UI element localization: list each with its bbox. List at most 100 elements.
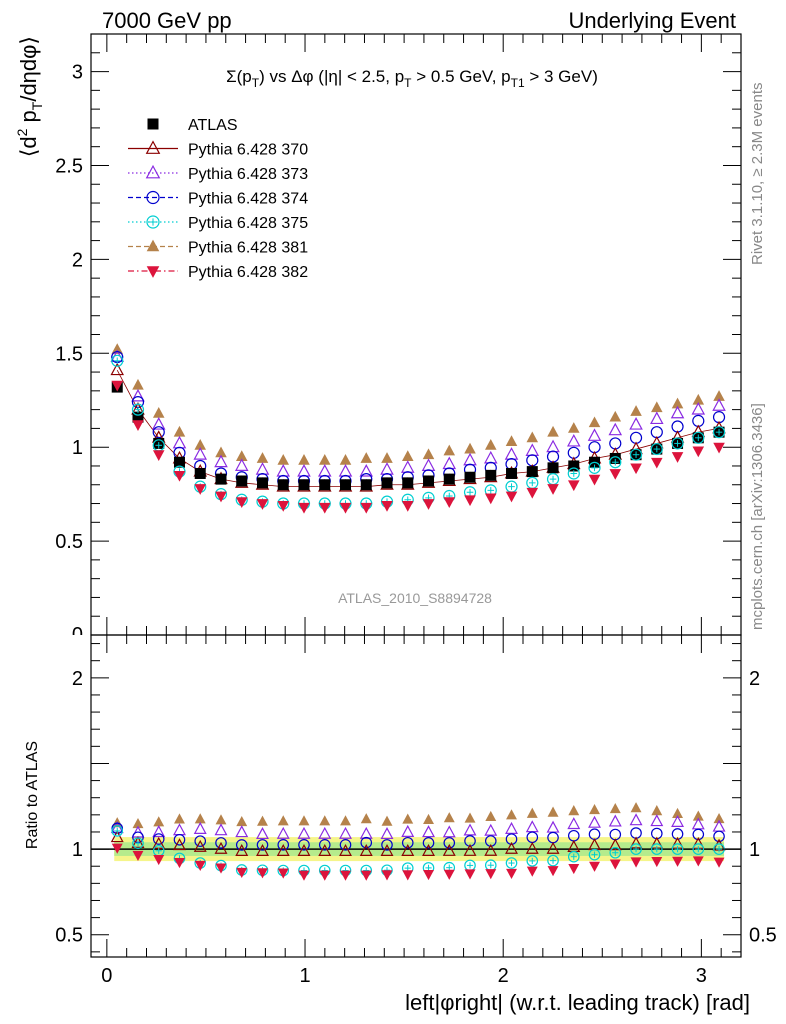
data-point [546,439,560,453]
ratio-point [589,861,600,872]
ratio-point [132,850,144,861]
data-point [276,464,291,477]
data-point [692,393,705,405]
data-point [526,431,539,443]
ratio-point [401,824,415,837]
data-point [485,469,497,481]
main-title: Σ(pT) vs Δφ (|η| < 2.5, pT > 0.5 GeV, pT… [226,67,598,90]
data-point [235,497,248,508]
ratio-point [463,823,477,836]
ratio-point [630,857,642,868]
data-point [609,456,622,469]
ratio-point [609,846,622,859]
ratio-point [402,813,414,824]
y-tick-label: 2.5 [55,155,83,177]
data-point [317,464,332,477]
legend-label: ATLAS [188,117,238,134]
data-point [484,493,497,505]
x-tick-label: 3 [696,965,707,987]
ratio-point [609,803,621,814]
data-point [214,454,228,468]
ratio-point [193,839,207,852]
data-point [464,471,476,483]
ratio-point [257,868,268,879]
data-point [318,502,331,514]
ratio-point [236,815,248,827]
ratio-point [671,814,685,827]
y-tick-label: 1 [72,437,83,459]
ratio-point [526,807,538,818]
ratio-point [111,843,123,854]
ratio-point [194,813,206,824]
data-point [504,447,519,460]
y-tick-label: 2 [72,249,83,271]
data-point [651,457,663,469]
ratio-point [359,843,373,856]
ratio-point [132,837,144,849]
data-point [630,463,642,475]
data-point [338,464,353,477]
ratio-point [319,815,331,826]
data-point [401,501,414,512]
ratio-point [339,843,352,856]
ylabel-sup: 2 [14,128,30,136]
ratio-point [111,825,124,837]
ratio-point [132,818,144,829]
ratio-point [276,843,290,856]
ratio-point [505,821,518,834]
ratio-point [609,859,621,870]
ratio-point [298,839,310,851]
data-point [152,426,165,439]
data-point [151,417,166,430]
legend-label: Pythia 6.428 373 [188,166,308,183]
ratio-point [256,843,269,856]
ratio-point [214,823,228,836]
data-point [442,456,457,470]
ratio-point [381,839,393,851]
data-point [402,477,414,489]
data-point [277,479,289,491]
data-point [671,452,684,463]
legend-label: Pythia 6.428 374 [188,191,308,208]
ratio-point [360,813,372,824]
data-point [609,452,621,464]
ratio-point [464,812,476,823]
ratio-point [525,841,539,854]
title-sub-b: T [404,76,412,90]
data-point [340,479,352,491]
ratio-panel: 0.5 0.5 1 1 2 2 0 1 2 3 [55,634,777,987]
data-point [567,433,581,447]
data-point [712,398,726,411]
data-point [255,462,270,475]
legend-label: Pythia 6.428 370 [188,142,308,159]
ratio-point [568,863,580,875]
ratio-point [257,815,268,826]
ratio-point [422,843,435,856]
ratio-point [692,856,704,867]
data-point [381,477,393,489]
data-point [443,497,456,508]
legend-label: Pythia 6.428 375 [188,215,308,232]
ratio-point [608,838,622,851]
data-point [443,444,456,456]
ratio-point [713,812,725,824]
data-point [256,499,269,510]
ratio-y-tick-label: 0.5 [55,925,83,947]
data-point [608,422,623,436]
ratio-point [713,857,725,868]
data-point [132,411,144,423]
data-point [111,380,124,392]
ratio-point [671,843,684,855]
ratio-point [464,859,476,872]
legend-entry: Pythia 6.428 381 [128,240,308,257]
ratio-point [381,870,393,881]
data-point [421,458,436,471]
main-panel: 0.5 1 1.5 2 2.5 3 0 [55,33,742,636]
ratio-point [547,806,559,817]
data-point [671,437,684,450]
data-point [400,460,415,473]
data-point [713,390,725,401]
ylabel-part-c: /dηdφ⟩ [16,36,41,102]
data-point [692,431,705,444]
